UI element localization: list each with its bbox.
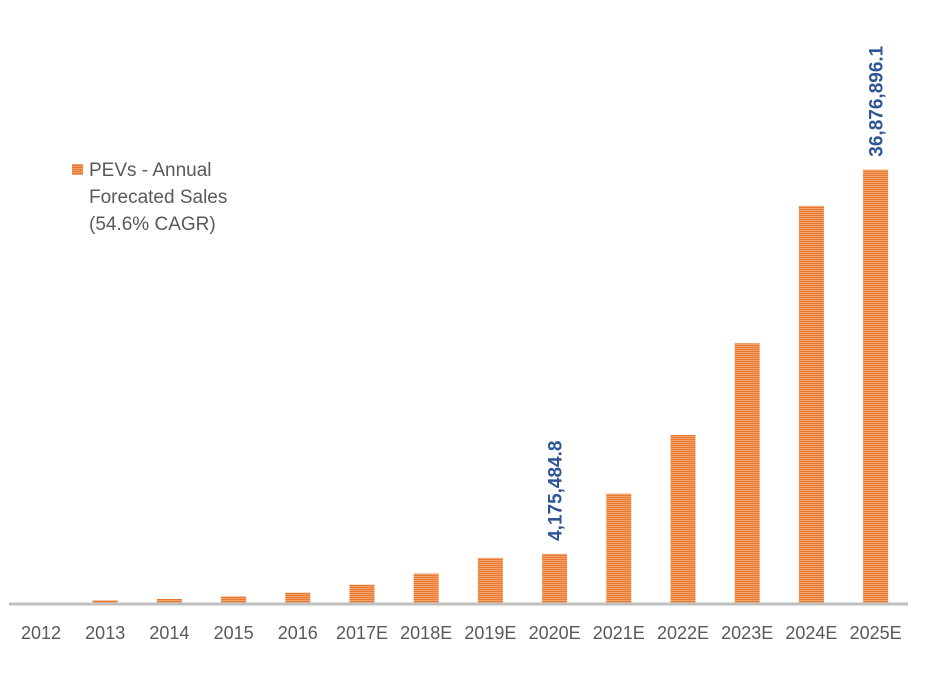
bar-2016 [285, 592, 311, 603]
bar-2019E [477, 557, 503, 603]
bar-2020E [542, 553, 568, 603]
data-labels: 4,175,484.8 36,876,896.1 [546, 45, 888, 541]
x-tick-label: 2023E [721, 623, 773, 643]
x-tick-label: 2025E [850, 623, 902, 643]
x-tick-labels: 2012 2013 2014 2015 2016 2017E 2018E 2019E 2020E… [21, 623, 902, 643]
x-tick-label: 2020E [529, 623, 581, 643]
bar-2018E [413, 573, 439, 603]
bars-group [92, 169, 889, 603]
bar-2014 [156, 599, 182, 603]
x-tick-label: 2019E [464, 623, 516, 643]
bar-2017E [349, 584, 375, 603]
x-tick-label: 2024E [785, 623, 837, 643]
x-tick-label: 2014 [149, 623, 189, 643]
x-tick-label: 2013 [85, 623, 125, 643]
legend-label: PEVs - Annual Forecated Sales (54.6% CAG… [89, 160, 228, 235]
bar-2015 [221, 596, 247, 603]
bar-2013 [92, 600, 118, 603]
x-tick-label: 2018E [400, 623, 452, 643]
bar-2021E [606, 493, 632, 603]
data-label-2025E: 36,876,896.1 [867, 45, 888, 156]
legend: PEVs - Annual Forecated Sales (54.6% CAG… [72, 157, 259, 238]
x-tick-label: 2012 [21, 623, 61, 643]
x-tick-label: 2022E [657, 623, 709, 643]
data-label-2020E: 4,175,484.8 [546, 441, 567, 541]
x-tick-label: 2017E [336, 623, 388, 643]
x-tick-label: 2021E [593, 623, 645, 643]
bar-2023E [734, 343, 760, 603]
legend-swatch [72, 164, 83, 175]
x-tick-label: 2015 [214, 623, 254, 643]
x-tick-label: 2016 [278, 623, 318, 643]
bar-2024E [798, 205, 824, 603]
bar-2022E [670, 435, 696, 603]
bar-2025E [863, 169, 889, 603]
